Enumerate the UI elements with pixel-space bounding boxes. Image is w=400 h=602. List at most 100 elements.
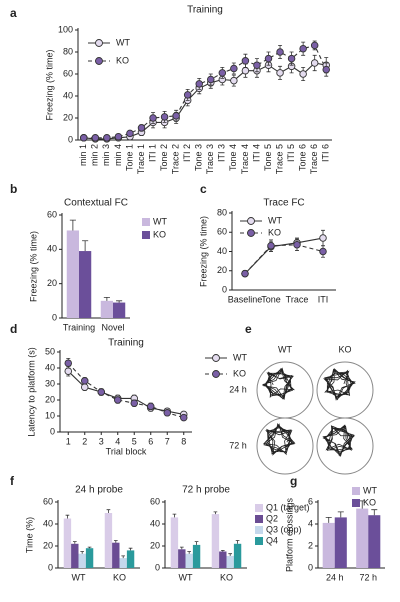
panel-letter: c xyxy=(200,182,207,196)
legend-swatch xyxy=(142,231,150,239)
x-tick-label: Trace 5 xyxy=(274,144,284,174)
marker xyxy=(113,396,122,404)
y-tick-label: 80 xyxy=(63,46,73,56)
error-bar xyxy=(106,509,111,513)
marker xyxy=(322,65,330,74)
bar xyxy=(170,517,179,568)
marker xyxy=(126,129,134,138)
error-bar xyxy=(371,509,378,516)
x-tick-label: ITI 1 xyxy=(147,144,157,162)
y-tick-label: 60 xyxy=(217,227,227,237)
y-tick-label: 20 xyxy=(217,265,227,275)
marker xyxy=(319,234,327,242)
y-axis-label: Latency to platform (s) xyxy=(26,347,36,437)
chart-title: Trace FC xyxy=(263,198,304,209)
x-tick-label: min 4 xyxy=(113,144,123,166)
marker xyxy=(230,76,238,85)
y-tick-label: 20 xyxy=(45,394,55,404)
marker xyxy=(207,75,215,84)
legend-swatch xyxy=(255,515,263,523)
pool xyxy=(256,361,314,419)
y-tick-label: 20 xyxy=(63,112,73,122)
legend-label: WT xyxy=(153,216,167,226)
legend-swatch xyxy=(352,499,360,507)
bar xyxy=(79,251,92,318)
x-tick-label: 24 h xyxy=(326,572,344,582)
error-bar xyxy=(235,540,240,544)
legend-label: WT xyxy=(268,215,282,225)
error-bar xyxy=(187,551,192,554)
x-tick-label: Trace 2 xyxy=(171,144,181,174)
y-axis-label: Time (%) xyxy=(24,517,34,553)
marker xyxy=(310,59,319,67)
legend-label: KO xyxy=(153,229,166,239)
y-tick-label: 0 xyxy=(50,426,55,436)
legend-marker xyxy=(212,354,220,362)
marker xyxy=(114,132,123,141)
legend-label: WT xyxy=(116,37,130,47)
x-tick-label: min 2 xyxy=(90,144,100,166)
error-bar xyxy=(116,300,123,303)
bar xyxy=(66,230,79,318)
marker xyxy=(172,112,180,120)
bar xyxy=(104,513,113,568)
bar xyxy=(192,544,201,568)
marker xyxy=(179,413,188,422)
marker xyxy=(276,69,284,77)
x-tick-label: Tone 1 xyxy=(124,144,134,171)
marker xyxy=(91,134,100,142)
bar xyxy=(368,515,381,568)
legend-label: KO xyxy=(233,368,246,378)
y-tick-label: 60 xyxy=(47,209,57,219)
bar xyxy=(178,549,186,568)
bar xyxy=(71,543,79,568)
series-line xyxy=(83,44,327,139)
panel-letter: e xyxy=(245,322,252,336)
y-tick-label: 0 xyxy=(155,562,160,572)
marker xyxy=(253,61,261,69)
bar xyxy=(219,551,227,568)
x-tick-label: 72 h xyxy=(359,572,377,582)
x-tick-label: 1 xyxy=(66,436,71,446)
swim-path xyxy=(323,368,356,401)
x-tick-label: Trace 3 xyxy=(205,144,215,174)
marker xyxy=(241,66,250,75)
bar xyxy=(226,555,234,568)
x-tick-label: min 3 xyxy=(101,144,111,166)
marker xyxy=(276,48,284,56)
bar xyxy=(356,508,369,568)
y-tick-label: 0 xyxy=(48,562,53,572)
marker xyxy=(264,54,273,63)
y-tick-label: 80 xyxy=(217,207,227,217)
marker xyxy=(97,388,105,396)
panel-letter: b xyxy=(10,182,17,196)
legend-label: Q1 (target) xyxy=(266,502,310,512)
legend-marker xyxy=(247,229,255,237)
series-line xyxy=(67,362,184,419)
x-tick-label: Tone 5 xyxy=(263,144,273,171)
marker xyxy=(195,80,203,88)
y-axis-label: Freezing (% time) xyxy=(44,49,54,120)
marker xyxy=(64,359,72,367)
x-tick-label: ITI 2 xyxy=(182,144,192,162)
error-bar xyxy=(72,541,77,544)
x-tick-label: KO xyxy=(220,572,233,582)
marker xyxy=(146,402,155,411)
x-tick-label: ITI 5 xyxy=(286,144,296,162)
marker xyxy=(230,64,238,73)
y-axis-label: Freezing (% time) xyxy=(28,231,38,302)
x-tick-label: WT xyxy=(72,572,86,582)
bar xyxy=(100,300,113,318)
error-bar xyxy=(337,511,344,518)
error-bar xyxy=(121,555,126,559)
error-bar xyxy=(228,553,233,556)
chart-title: Training xyxy=(187,5,223,16)
legend-swatch xyxy=(255,526,263,534)
chart-title: Training xyxy=(108,338,144,349)
legend-label: WT xyxy=(363,485,377,495)
marker xyxy=(310,41,319,50)
x-axis-label: Trial block xyxy=(106,446,147,456)
error-bar xyxy=(103,297,110,301)
marker xyxy=(267,241,275,250)
